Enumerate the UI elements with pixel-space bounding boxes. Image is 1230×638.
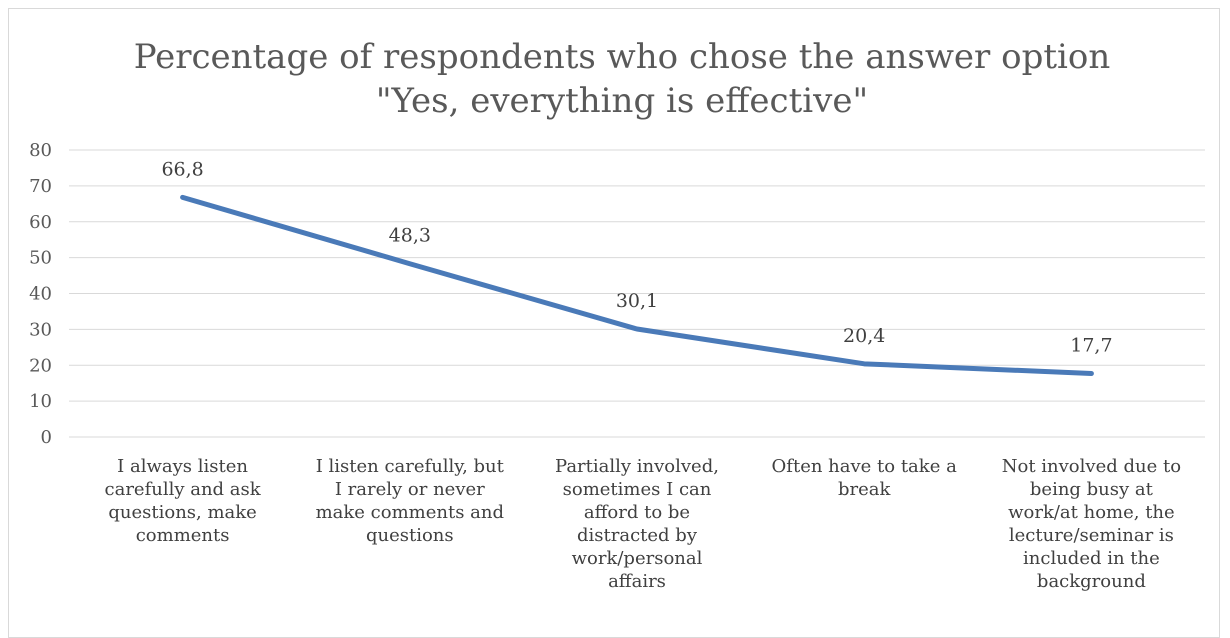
data-label: 20,4 (843, 325, 885, 347)
data-label: 17,7 (1070, 335, 1112, 357)
y-tick-label: 0 (41, 427, 52, 448)
y-tick-label: 50 (29, 248, 52, 269)
data-label: 66,8 (161, 158, 203, 180)
data-label: 30,1 (616, 290, 658, 312)
chart-title-line-1: Percentage of respondents who chose the … (134, 37, 1111, 77)
data-label: 48,3 (389, 225, 431, 247)
y-axis: 0 10 20 30 40 50 60 70 80 (29, 140, 52, 448)
y-tick-label: 70 (29, 176, 52, 197)
chart-title-line-2: "Yes, everything is effective" (376, 81, 868, 121)
series-line (183, 197, 1092, 373)
x-tick-label: Not involved due to being busy at work/a… (996, 455, 1186, 593)
x-tick-label: I always listen carefully and ask questi… (88, 455, 278, 547)
y-tick-label: 10 (29, 391, 52, 412)
y-tick-label: 40 (29, 284, 52, 305)
series (183, 197, 1092, 373)
x-tick-label: Partially involved, sometimes I can affo… (542, 455, 732, 593)
y-tick-label: 20 (29, 355, 52, 376)
x-tick-label: Often have to take a break (769, 455, 959, 501)
y-tick-label: 80 (29, 140, 52, 161)
y-tick-label: 30 (29, 319, 52, 340)
y-tick-label: 60 (29, 212, 52, 233)
x-tick-label: I listen carefully, but I rarely or neve… (315, 455, 505, 547)
